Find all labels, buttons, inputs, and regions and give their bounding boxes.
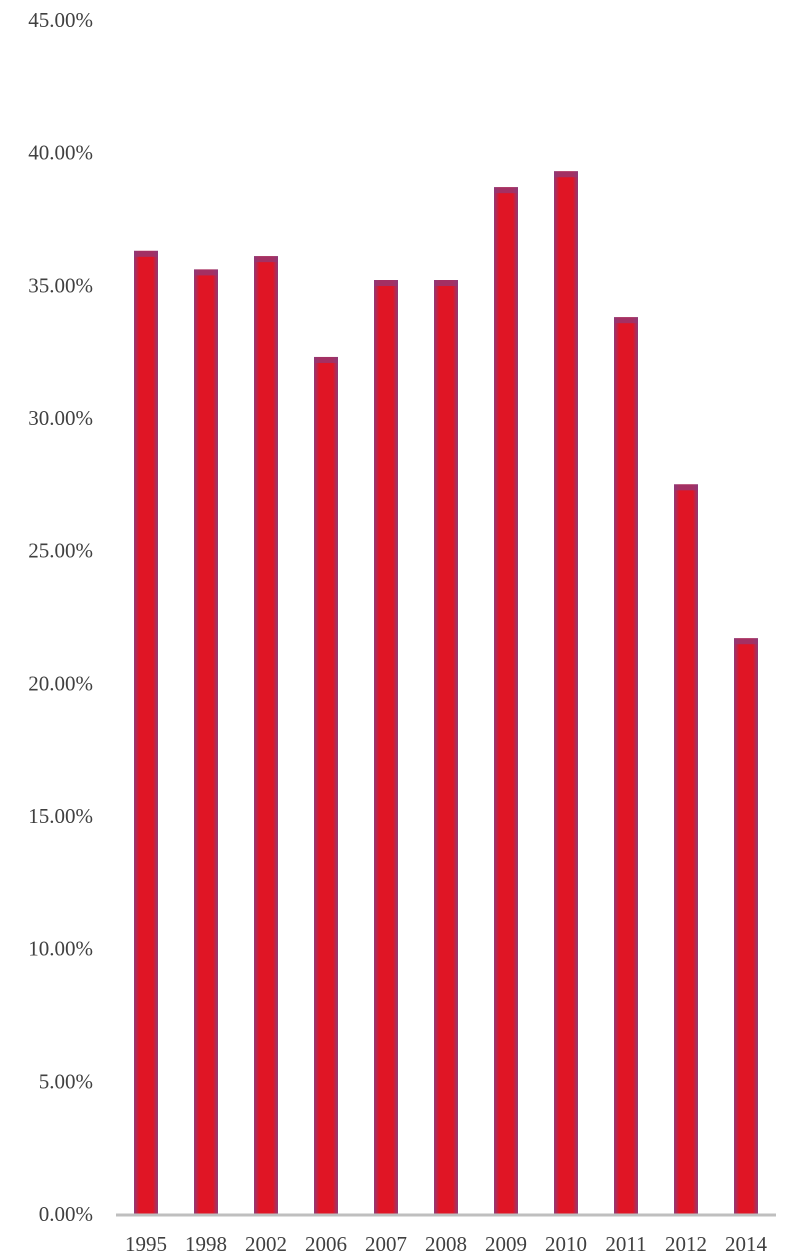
bar-1998 xyxy=(194,269,218,1214)
y-tick-label: 25.00% xyxy=(28,539,93,563)
bar-cap-2010 xyxy=(554,171,578,178)
bars xyxy=(134,171,758,1215)
bar-cap-1998 xyxy=(194,269,218,276)
y-tick-label: 10.00% xyxy=(28,937,93,961)
x-tick-label: 2014 xyxy=(725,1232,768,1256)
bar-caps xyxy=(134,171,758,645)
bar-cap-2011 xyxy=(614,317,638,324)
bar-2002 xyxy=(254,256,278,1214)
bar-2012 xyxy=(674,484,698,1214)
bar-2011 xyxy=(614,317,638,1214)
bar-2008 xyxy=(434,280,458,1214)
x-tick-label: 1998 xyxy=(185,1232,227,1256)
bar-cap-2008 xyxy=(434,280,458,287)
bar-2009 xyxy=(494,187,518,1214)
bar-2014 xyxy=(734,638,758,1214)
x-tick-label: 2009 xyxy=(485,1232,527,1256)
bar-cap-2002 xyxy=(254,256,278,263)
bar-cap-2009 xyxy=(494,187,518,194)
x-tick-label: 2012 xyxy=(665,1232,707,1256)
x-axis-ticks: 1995 1998 2002 2006 2007 2008 2009 2010 2011 2012… xyxy=(125,1232,768,1256)
y-tick-label: 15.00% xyxy=(28,804,93,828)
bar-2010 xyxy=(554,171,578,1215)
y-tick-label: 0.00% xyxy=(39,1202,93,1226)
y-tick-label: 45.00% xyxy=(28,8,93,32)
x-tick-label: 2011 xyxy=(605,1232,646,1256)
y-tick-label: 30.00% xyxy=(28,406,93,430)
x-tick-label: 2007 xyxy=(365,1232,407,1256)
y-tick-label: 35.00% xyxy=(28,273,93,297)
x-tick-label: 2008 xyxy=(425,1232,467,1256)
y-axis-ticks: 0.00% 5.00% 10.00% 15.00% 20.00% 25.00% 30.00%… xyxy=(28,8,93,1226)
y-tick-label: 20.00% xyxy=(28,671,93,695)
x-tick-label: 2006 xyxy=(305,1232,347,1256)
bar-1995 xyxy=(134,250,158,1215)
bar-cap-1995 xyxy=(134,250,158,257)
bar-2006 xyxy=(314,356,338,1214)
bar-cap-2014 xyxy=(734,638,758,645)
y-tick-label: 5.00% xyxy=(39,1069,93,1093)
bar-cap-2012 xyxy=(674,484,698,491)
bar-2007 xyxy=(374,280,398,1214)
bar-cap-2007 xyxy=(374,280,398,287)
bar-cap-2006 xyxy=(314,356,338,363)
x-tick-label: 2002 xyxy=(245,1232,287,1256)
x-tick-label: 1995 xyxy=(125,1232,167,1256)
x-tick-label: 2010 xyxy=(545,1232,587,1256)
y-tick-label: 40.00% xyxy=(28,141,93,165)
